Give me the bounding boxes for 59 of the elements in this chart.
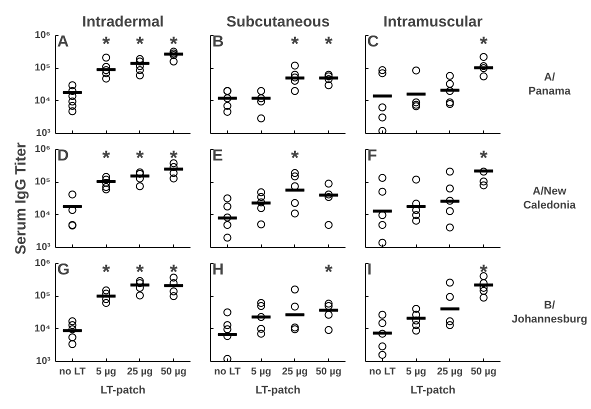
x-tick-label: no LT <box>59 366 86 378</box>
y-tick-label: 10⁵ <box>34 290 51 302</box>
y-tick-label: 10⁴ <box>34 323 51 334</box>
y2-axis-title: B/ Johannesburg <box>512 299 588 326</box>
x-tick-label: 50 µg <box>316 366 342 378</box>
text: * <box>102 262 110 284</box>
y-tick-label: 10⁴ <box>34 95 51 106</box>
text: * <box>170 34 178 56</box>
chart-subtitle: E <box>212 148 224 164</box>
x-tick-label: no LT <box>214 366 241 378</box>
x-tick-label: 5 µg <box>96 366 116 378</box>
text: * <box>170 262 178 284</box>
text: * <box>324 34 333 56</box>
chart-subtitle: C <box>367 34 380 50</box>
y-tick-label: 10³ <box>36 128 52 139</box>
chart-subtitle: F <box>367 148 378 164</box>
text: * <box>102 148 110 170</box>
text: * <box>480 148 488 170</box>
y-tick-label: 10⁶ <box>34 258 51 269</box>
chart-subtitle: B <box>212 34 224 50</box>
y-tick-label: 10³ <box>36 242 52 253</box>
x-tick-label: no LT <box>369 366 396 378</box>
y2-axis-title: A/ Panama <box>528 71 572 98</box>
chart-subtitle: G <box>57 262 70 278</box>
y-tick-label: 10⁶ <box>34 30 51 41</box>
x-axis-title: LT-patch <box>410 384 456 396</box>
text: * <box>136 34 144 56</box>
chart-subtitle: H <box>212 262 224 278</box>
chart-title: Intramuscular <box>383 14 483 30</box>
chart-subtitle: I <box>367 262 372 278</box>
x-tick-label: 50 µg <box>160 366 187 378</box>
y2-axis-title: A/New Caledonia <box>523 185 577 212</box>
text: * <box>136 148 144 170</box>
x-tick-label: 5 µg <box>406 366 426 378</box>
chart-title: Subcutaneous <box>226 14 330 30</box>
y-tick-label: 10⁵ <box>34 62 51 74</box>
x-tick-label: 25 µg <box>436 366 463 378</box>
y-axis-title: Serum IgG Titer <box>12 142 30 255</box>
y-tick-label: 10³ <box>36 356 52 367</box>
chart-title: Intradermal <box>82 14 164 30</box>
text: * <box>136 262 144 284</box>
x-tick-label: 25 µg <box>282 366 308 378</box>
text: * <box>170 148 178 170</box>
text: * <box>480 34 488 56</box>
x-tick-label: 50 µg <box>470 366 497 378</box>
chart-subtitle: D <box>57 148 69 164</box>
text: * <box>290 34 299 56</box>
text: * <box>480 262 488 284</box>
chart-subtitle: A <box>57 34 70 50</box>
text: * <box>290 148 299 170</box>
y-tick-label: 10⁵ <box>34 176 51 188</box>
text: * <box>324 262 333 284</box>
y-tick-label: 10⁴ <box>34 209 51 220</box>
text: * <box>102 34 110 56</box>
x-axis-title: LT-patch <box>255 384 301 396</box>
x-tick-label: 25 µg <box>126 366 153 378</box>
x-tick-label: 5 µg <box>251 366 272 378</box>
x-axis-title: LT-patch <box>100 384 146 396</box>
y-tick-label: 10⁶ <box>34 144 51 155</box>
